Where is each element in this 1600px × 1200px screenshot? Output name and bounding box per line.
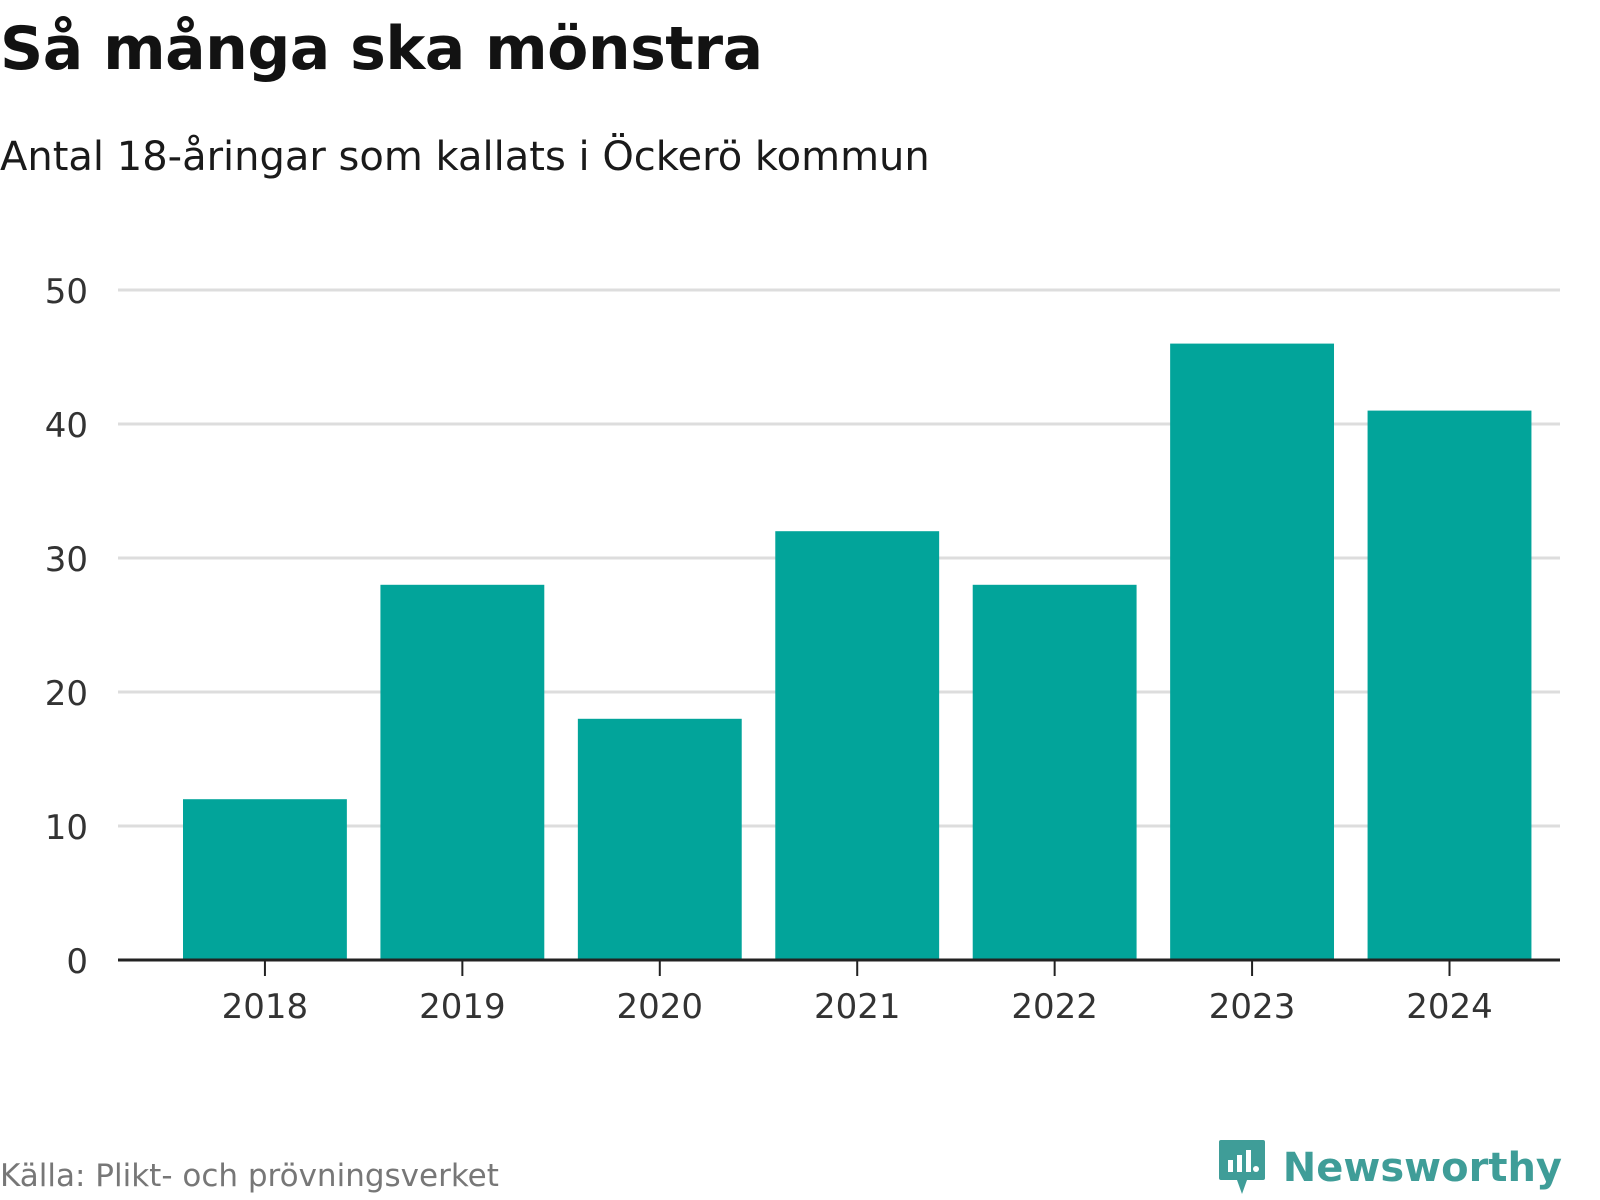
bar-2018 bbox=[183, 799, 347, 960]
x-tick-label-2022: 2022 bbox=[1011, 987, 1098, 1027]
y-tick-label-20: 20 bbox=[45, 674, 88, 714]
chart-title: Så många ska mönstra bbox=[0, 14, 763, 84]
x-tick-label-2023: 2023 bbox=[1209, 987, 1296, 1027]
y-tick-label-0: 0 bbox=[66, 942, 88, 982]
brand-name: Newsworthy bbox=[1282, 1145, 1562, 1191]
chart-subtitle: Antal 18-åringar som kallats i Öckerö ko… bbox=[0, 134, 930, 180]
x-tick-label-2024: 2024 bbox=[1406, 987, 1493, 1027]
x-tick-label-2021: 2021 bbox=[814, 987, 901, 1027]
y-tick-label-40: 40 bbox=[45, 406, 88, 446]
y-tick-label-50: 50 bbox=[45, 272, 88, 312]
source-note: Källa: Plikt- och prövningsverket bbox=[0, 1158, 499, 1194]
bar-2023 bbox=[1170, 343, 1335, 961]
bar-2024 bbox=[1367, 410, 1532, 961]
brand-logo: Newsworthy bbox=[1217, 1138, 1562, 1198]
bar-2019 bbox=[380, 584, 545, 960]
x-tick-label-2018: 2018 bbox=[222, 987, 309, 1027]
x-tick-label-2019: 2019 bbox=[419, 987, 506, 1027]
y-tick-label-10: 10 bbox=[45, 808, 88, 848]
bar-2022 bbox=[972, 584, 1137, 960]
newsworthy-logo-icon bbox=[1218, 1140, 1265, 1194]
x-tick-label-2020: 2020 bbox=[617, 987, 704, 1027]
bar-2021 bbox=[775, 531, 940, 960]
bar-chart: 0 10 20 30 40 50 2018 2019 2020 2021 2022 2023 2024 bbox=[45, 272, 1560, 1027]
y-tick-label-30: 30 bbox=[45, 540, 88, 580]
bar-2020 bbox=[577, 718, 742, 960]
